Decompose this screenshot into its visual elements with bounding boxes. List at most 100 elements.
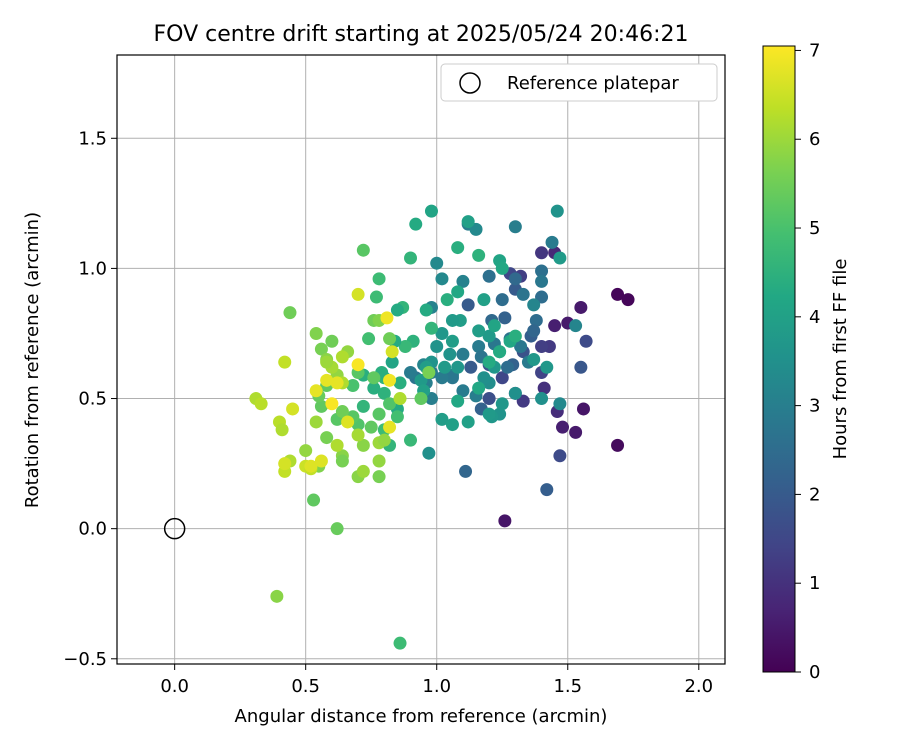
scatter-point — [611, 438, 625, 452]
scatter-point — [435, 326, 449, 340]
scatter-point — [330, 376, 344, 390]
scatter-point — [495, 371, 509, 385]
scatter-point — [330, 522, 344, 536]
scatter-point — [320, 355, 334, 369]
x-axis-label: Angular distance from reference (arcmin) — [235, 706, 608, 727]
scatter-point — [367, 371, 381, 385]
scatter-point — [372, 470, 386, 484]
scatter-point — [325, 334, 339, 348]
scatter-point — [404, 433, 418, 447]
scatter-point — [445, 418, 459, 432]
scatter-point — [438, 360, 452, 374]
scatter-point — [278, 457, 292, 471]
scatter-point — [393, 392, 407, 406]
scatter-point — [445, 313, 459, 327]
scatter-point — [535, 392, 549, 406]
scatter-point — [456, 384, 470, 398]
scatter-point — [461, 415, 475, 429]
scatter-point — [409, 217, 423, 231]
x-tick-label: 1.5 — [553, 676, 582, 697]
scatter-point — [422, 366, 436, 380]
scatter-point — [472, 381, 486, 395]
colorbar-tick-label: 4 — [809, 307, 820, 328]
scatter-point — [456, 347, 470, 361]
x-tick-label: 0.5 — [291, 676, 320, 697]
scatter-point — [314, 399, 328, 413]
scatter-point — [498, 311, 512, 325]
scatter-point — [385, 345, 399, 359]
scatter-point — [393, 636, 407, 650]
scatter-point — [482, 407, 496, 421]
scatter-point — [500, 360, 514, 374]
scatter-point — [351, 358, 365, 372]
scatter-point — [445, 334, 459, 348]
points-layer — [249, 204, 635, 650]
scatter-point — [508, 386, 522, 400]
colorbar-tick-label: 7 — [809, 40, 820, 61]
scatter-point — [535, 274, 549, 288]
colorbar-tick-label: 3 — [809, 396, 820, 417]
scatter-point — [527, 298, 541, 312]
y-tick-label: −0.5 — [63, 649, 107, 670]
scatter-point — [472, 248, 486, 262]
scatter-point — [487, 319, 501, 333]
x-ticks: 0.0 0.5 1.0 1.5 2.0 — [160, 664, 713, 697]
x-tick-label: 2.0 — [684, 676, 713, 697]
scatter-point — [611, 287, 625, 301]
scatter-point — [283, 306, 297, 320]
scatter-point — [390, 410, 404, 424]
scatter-point — [535, 339, 549, 353]
scatter-point — [414, 392, 428, 406]
scatter-point — [419, 303, 433, 317]
scatter-point — [390, 303, 404, 317]
y-tick-label: 0.0 — [78, 519, 107, 540]
scatter-point — [278, 355, 292, 369]
scatter-point — [383, 373, 397, 387]
scatter-point — [320, 373, 334, 387]
scatter-point — [383, 397, 397, 411]
scatter-point — [550, 204, 564, 218]
scatter-point — [372, 454, 386, 468]
scatter-point — [335, 454, 349, 468]
scatter-point — [404, 251, 418, 265]
colorbar-tick-label: 2 — [809, 484, 820, 505]
scatter-point — [569, 425, 583, 439]
x-tick-label: 1.0 — [422, 676, 451, 697]
scatter-point — [482, 392, 496, 406]
scatter-point — [482, 269, 496, 283]
scatter-point — [404, 366, 418, 380]
scatter-point — [540, 483, 554, 497]
scatter-point — [451, 241, 465, 255]
scatter-point — [367, 381, 381, 395]
scatter-point — [377, 386, 391, 400]
scatter-point — [443, 347, 457, 361]
scatter-point — [464, 360, 478, 374]
scatter-point — [508, 272, 522, 286]
scatter-point — [493, 345, 507, 359]
scatter-point — [424, 321, 438, 335]
scatter-point — [514, 339, 528, 353]
colorbar-ticks: 0 1 2 3 4 5 6 7 — [795, 40, 820, 683]
scatter-point — [435, 371, 449, 385]
scatter-point — [495, 261, 509, 275]
scatter-point — [574, 360, 588, 374]
scatter-point — [482, 329, 496, 343]
scatter-point — [498, 514, 512, 528]
scatter-point — [508, 329, 522, 343]
scatter-point — [579, 334, 593, 348]
scatter-point — [553, 251, 567, 265]
scatter-point — [398, 339, 412, 353]
scatter-point — [477, 293, 491, 307]
scatter-point — [377, 433, 391, 447]
scatter-point — [307, 493, 321, 507]
scatter-point — [335, 405, 349, 419]
scatter-point — [435, 412, 449, 426]
scatter-point — [351, 428, 365, 442]
scatter-point — [495, 397, 509, 411]
scatter-point — [553, 449, 567, 463]
scatter-point — [556, 420, 570, 434]
scatter-point — [356, 464, 370, 478]
scatter-point — [362, 332, 376, 346]
scatter-point — [459, 464, 473, 478]
scatter-point — [495, 293, 509, 307]
